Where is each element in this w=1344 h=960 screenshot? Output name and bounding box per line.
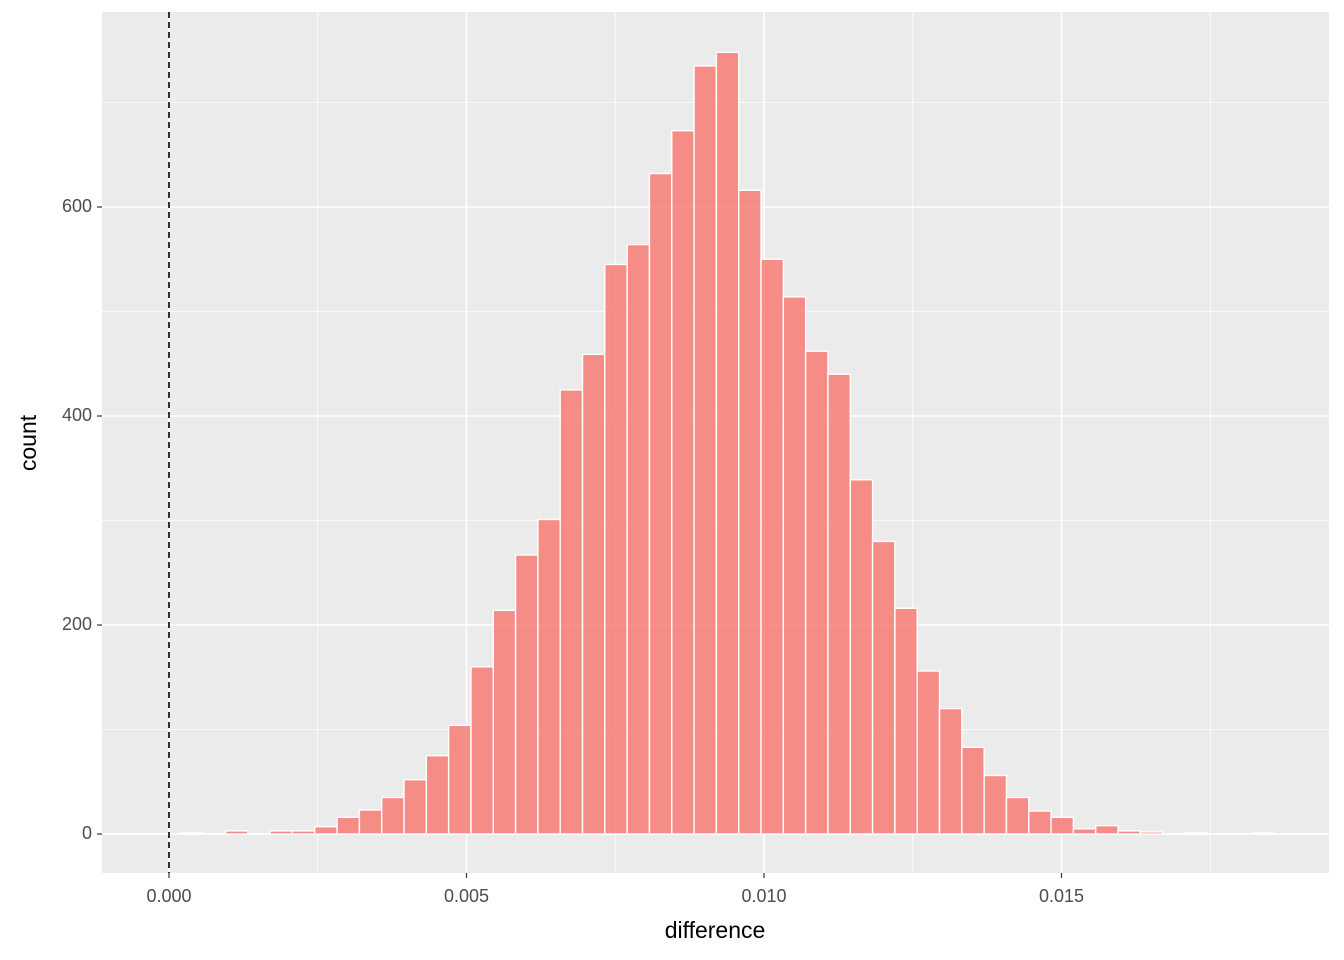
bar <box>1005 796 1030 835</box>
x-axis-title: difference <box>665 917 766 943</box>
bar <box>961 746 985 835</box>
bar <box>447 724 472 835</box>
bar <box>715 51 740 835</box>
bars <box>180 51 1275 835</box>
bar <box>470 666 494 835</box>
bar <box>381 796 405 835</box>
bar <box>559 389 584 835</box>
y-tick-label: 400 <box>62 405 92 425</box>
bar <box>581 353 606 835</box>
x-tick-label: 0.015 <box>1039 886 1084 906</box>
bar <box>514 554 539 835</box>
bar <box>1050 816 1075 835</box>
bar <box>336 816 361 835</box>
x-tick-label: 0.005 <box>444 886 489 906</box>
bar <box>358 809 383 835</box>
bar <box>782 296 807 835</box>
bar <box>804 350 829 835</box>
bar <box>180 832 204 835</box>
bar <box>648 172 673 835</box>
bar <box>425 754 450 835</box>
bar <box>1072 828 1097 835</box>
bar <box>291 830 316 835</box>
bar <box>849 479 874 835</box>
bar <box>693 65 718 835</box>
bar <box>983 774 1008 835</box>
bar <box>1095 824 1119 835</box>
bar <box>1251 832 1275 835</box>
x-tick-label: 0.010 <box>741 886 786 906</box>
bar <box>938 707 963 835</box>
bar <box>671 130 695 835</box>
y-axis-title: count <box>15 414 41 471</box>
x-tick-label: 0.000 <box>146 886 191 906</box>
bar <box>314 826 338 835</box>
bar <box>626 243 651 835</box>
bar <box>894 607 918 835</box>
bar <box>1028 810 1052 835</box>
bar <box>738 189 762 835</box>
bar <box>760 258 785 835</box>
bar <box>827 373 851 835</box>
y-tick-label: 200 <box>62 614 92 634</box>
bar <box>224 830 249 835</box>
bar <box>604 263 628 835</box>
y-tick-label: 0 <box>82 823 92 843</box>
bar <box>1184 832 1208 835</box>
bar <box>492 609 517 835</box>
bar <box>269 830 294 835</box>
bar <box>916 670 941 835</box>
y-tick-label: 600 <box>62 196 92 216</box>
bar <box>871 540 896 835</box>
bar <box>1117 830 1142 835</box>
bar <box>1139 831 1164 835</box>
bar <box>403 778 428 835</box>
bar <box>537 518 561 835</box>
